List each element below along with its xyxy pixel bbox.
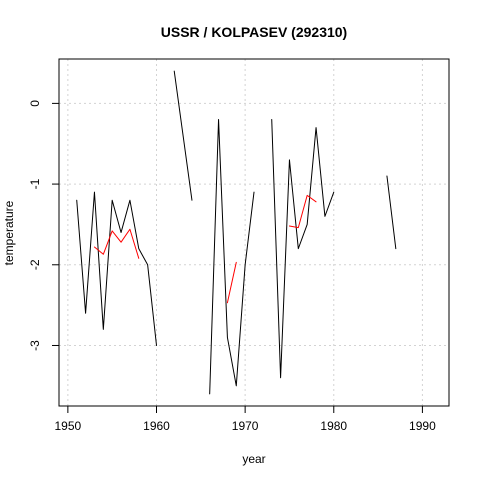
grid [59,59,449,406]
y-tick-label: -2 [28,259,42,270]
series-group [76,70,397,395]
series-1-line-segment-2 [173,70,193,201]
x-tick-label: 1970 [232,419,259,433]
x-tick-label: 1990 [409,419,436,433]
x-tick-label: 1950 [55,419,82,433]
x-tick-label: 1980 [320,419,347,433]
chart-title: USSR / KOLPASEV (292310) [161,24,347,40]
x-axis: 1950 1960 1970 1980 1990 [55,405,436,433]
y-tick-label: 0 [28,100,42,107]
x-axis-label: year [242,452,265,466]
y-tick-label: -3 [28,340,42,351]
y-axis-label: temperature [2,200,16,265]
series-1-line-segment-4 [271,119,335,379]
y-tick-label: -1 [28,178,42,189]
y-axis: -3 -2 -1 0 [28,100,60,351]
series-2-line-segment-2 [226,261,237,304]
series-2-line-segment-1 [93,228,140,259]
x-tick-label: 1960 [143,419,170,433]
series-1-line-segment-3 [209,119,255,395]
series-1-line-segment-1 [76,191,157,346]
plot-frame [58,58,450,407]
series-1-line-segment-5 [386,175,397,250]
series-2-line-segment-3 [288,194,317,229]
